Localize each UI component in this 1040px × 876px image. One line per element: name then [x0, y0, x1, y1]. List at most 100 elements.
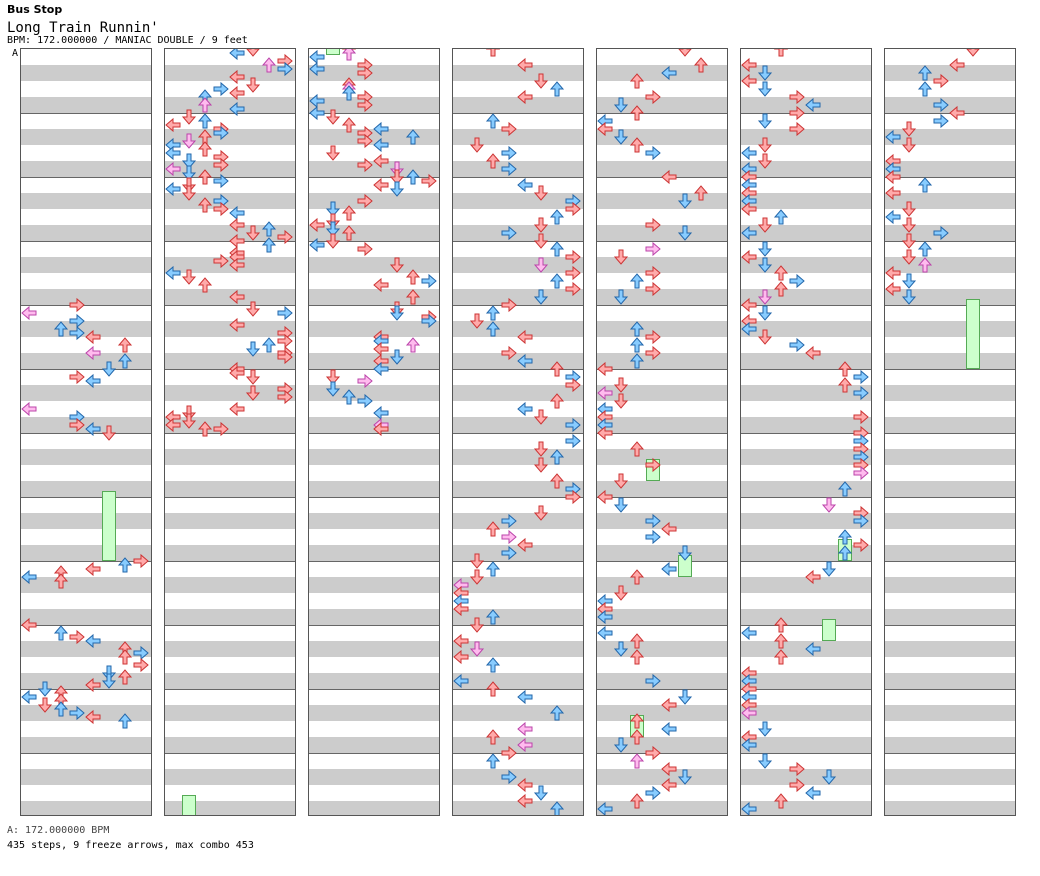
step-arrow-up	[549, 449, 565, 465]
step-arrow-right	[645, 145, 661, 161]
step-arrow-right	[501, 121, 517, 137]
measure-line	[885, 433, 1015, 434]
freeze-arrow	[822, 619, 836, 641]
step-arrow-up	[341, 85, 357, 101]
step-arrow-down	[533, 409, 549, 425]
step-arrow-right	[933, 73, 949, 89]
step-arrow-up	[117, 557, 133, 573]
step-arrow-left	[21, 569, 37, 585]
chart-info: BPM: 172.000000 / MANIAC DOUBLE / 9 feet	[7, 35, 248, 46]
step-arrow-up	[629, 105, 645, 121]
step-arrow-left	[85, 561, 101, 577]
step-arrow-left	[661, 721, 677, 737]
step-arrow-right	[645, 529, 661, 545]
step-arrow-right	[69, 297, 85, 313]
measure-line	[165, 497, 295, 498]
step-arrow-left	[741, 313, 757, 329]
step-arrow-right	[213, 201, 229, 217]
step-arrow-right	[565, 201, 581, 217]
step-arrow-left	[885, 161, 901, 177]
step-arrow-up	[917, 177, 933, 193]
step-arrow-down	[37, 697, 53, 713]
step-arrow-left	[165, 117, 181, 133]
step-arrow-right	[933, 225, 949, 241]
step-arrow-down	[757, 329, 773, 345]
step-arrow-down	[613, 97, 629, 113]
step-arrow-right	[69, 313, 85, 329]
measure-line	[741, 177, 871, 178]
step-arrow-down	[613, 289, 629, 305]
step-arrow-left	[885, 169, 901, 185]
step-arrow-down	[101, 425, 117, 441]
step-arrow-up	[117, 649, 133, 665]
step-arrow-down	[245, 301, 261, 317]
step-arrow-up	[629, 713, 645, 729]
measure-line	[453, 625, 583, 626]
step-arrow-left	[229, 401, 245, 417]
step-arrow-left	[21, 617, 37, 633]
step-arrow-right	[501, 345, 517, 361]
step-arrow-down	[757, 289, 773, 305]
step-arrow-left	[661, 169, 677, 185]
step-arrow-up	[693, 185, 709, 201]
step-arrow-left	[21, 689, 37, 705]
measure-line	[741, 625, 871, 626]
step-arrow-left	[661, 561, 677, 577]
step-arrow-left	[165, 409, 181, 425]
step-arrow-left	[741, 801, 757, 815]
step-arrow-up	[693, 57, 709, 73]
step-arrow-down	[245, 369, 261, 385]
step-arrow-left	[885, 281, 901, 297]
measure-line	[597, 241, 727, 242]
step-arrow-down	[901, 137, 917, 153]
step-arrow-left	[373, 153, 389, 169]
chart-column-2	[164, 48, 296, 816]
measure-line	[741, 241, 871, 242]
step-arrow-right	[421, 273, 437, 289]
step-arrow-right	[645, 89, 661, 105]
step-arrow-up	[341, 389, 357, 405]
step-arrow-up	[485, 49, 501, 57]
step-arrow-right	[645, 329, 661, 345]
step-arrow-left	[741, 73, 757, 89]
step-arrow-left	[21, 401, 37, 417]
step-arrow-left	[373, 137, 389, 153]
measure-line	[453, 369, 583, 370]
step-arrow-left	[805, 345, 821, 361]
step-arrow-up	[773, 49, 789, 57]
measure-line	[885, 753, 1015, 754]
step-arrow-left	[517, 689, 533, 705]
step-arrow-up	[837, 529, 853, 545]
step-arrow-left	[85, 373, 101, 389]
step-arrow-down	[821, 497, 837, 513]
step-stats: 435 steps, 9 freeze arrows, max combo 45…	[7, 840, 254, 851]
step-arrow-down	[181, 177, 197, 193]
step-arrow-right	[565, 265, 581, 281]
step-arrow-down	[181, 109, 197, 125]
measure-line	[309, 689, 439, 690]
measure-line	[453, 689, 583, 690]
measure-line	[309, 241, 439, 242]
step-arrow-right	[277, 229, 293, 245]
step-arrow-up	[53, 701, 69, 717]
step-arrow-up	[837, 545, 853, 561]
measure-line	[741, 433, 871, 434]
step-arrow-right	[133, 553, 149, 569]
step-arrow-left	[309, 49, 325, 65]
step-arrow-up	[485, 305, 501, 321]
step-arrow-right	[213, 81, 229, 97]
measure-line	[453, 753, 583, 754]
step-arrow-down	[325, 369, 341, 385]
step-arrow-down	[37, 681, 53, 697]
measure-line	[21, 113, 151, 114]
step-arrow-left	[229, 289, 245, 305]
step-arrow-down	[101, 665, 117, 681]
step-arrow-left	[517, 57, 533, 73]
step-arrow-down	[469, 569, 485, 585]
step-arrow-up	[549, 801, 565, 815]
step-arrow-left	[741, 705, 757, 721]
step-arrow-left	[805, 97, 821, 113]
step-arrow-left	[597, 417, 613, 433]
step-arrow-left	[373, 341, 389, 357]
step-arrow-right	[357, 193, 373, 209]
